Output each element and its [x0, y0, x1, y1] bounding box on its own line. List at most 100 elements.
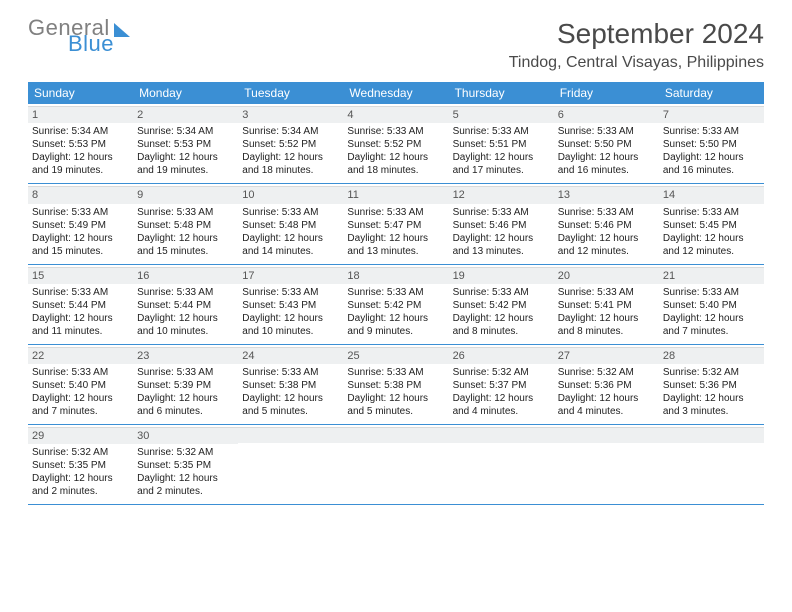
- day-number: 4: [343, 106, 448, 123]
- daylight-line: and 18 minutes.: [242, 164, 339, 177]
- day-number: 15: [28, 267, 133, 284]
- daylight-line: Daylight: 12 hours: [137, 151, 234, 164]
- sunset-line: Sunset: 5:52 PM: [347, 138, 444, 151]
- day-cell: 23Sunrise: 5:33 AMSunset: 5:39 PMDayligh…: [133, 345, 238, 424]
- daylight-line: Daylight: 12 hours: [137, 232, 234, 245]
- sunset-line: Sunset: 5:36 PM: [558, 379, 655, 392]
- sunrise-line: Sunrise: 5:32 AM: [137, 446, 234, 459]
- day-number: 30: [133, 427, 238, 444]
- day-cell: 1Sunrise: 5:34 AMSunset: 5:53 PMDaylight…: [28, 104, 133, 183]
- daylight-line: and 13 minutes.: [347, 245, 444, 258]
- day-number: 9: [133, 186, 238, 203]
- day-cell: 9Sunrise: 5:33 AMSunset: 5:48 PMDaylight…: [133, 184, 238, 263]
- sunrise-line: Sunrise: 5:33 AM: [242, 286, 339, 299]
- sunrise-line: Sunrise: 5:33 AM: [32, 366, 129, 379]
- sunrise-line: Sunrise: 5:32 AM: [453, 366, 550, 379]
- day-number: 24: [238, 347, 343, 364]
- day-number: [343, 427, 448, 443]
- daylight-line: and 10 minutes.: [242, 325, 339, 338]
- daylight-line: Daylight: 12 hours: [453, 392, 550, 405]
- sunrise-line: Sunrise: 5:33 AM: [558, 125, 655, 138]
- day-number: 22: [28, 347, 133, 364]
- day-number: 14: [659, 186, 764, 203]
- day-cell: [449, 425, 554, 504]
- daylight-line: and 5 minutes.: [347, 405, 444, 418]
- daylight-line: Daylight: 12 hours: [32, 232, 129, 245]
- day-number: 5: [449, 106, 554, 123]
- day-number: 29: [28, 427, 133, 444]
- sunset-line: Sunset: 5:50 PM: [663, 138, 760, 151]
- day-cell: 24 Sunrise: 5:33 AMSunset: 5:38 PMDayligh…: [238, 345, 343, 424]
- day-cell: 5Sunrise: 5:33 AMSunset: 5:51 PMDaylight…: [449, 104, 554, 183]
- sunrise-line: Sunrise: 5:33 AM: [453, 286, 550, 299]
- weekday-header: Friday: [554, 82, 659, 104]
- sunset-line: Sunset: 5:36 PM: [663, 379, 760, 392]
- day-cell: 30Sunrise: 5:32 AMSunset: 5:35 PMDayligh…: [133, 425, 238, 504]
- day-cell: 4Sunrise: 5:33 AMSunset: 5:52 PMDaylight…: [343, 104, 448, 183]
- sunset-line: Sunset: 5:37 PM: [453, 379, 550, 392]
- weekday-header: Saturday: [659, 82, 764, 104]
- day-number: 18: [343, 267, 448, 284]
- daylight-line: Daylight: 12 hours: [347, 392, 444, 405]
- daylight-line: and 7 minutes.: [663, 325, 760, 338]
- sunset-line: Sunset: 5:53 PM: [137, 138, 234, 151]
- sunrise-line: Sunrise: 5:33 AM: [137, 286, 234, 299]
- daylight-line: and 14 minutes.: [242, 245, 339, 258]
- daylight-line: Daylight: 12 hours: [558, 151, 655, 164]
- daylight-line: and 15 minutes.: [137, 245, 234, 258]
- daylight-line: Daylight: 12 hours: [663, 392, 760, 405]
- day-number: 19: [449, 267, 554, 284]
- sunset-line: Sunset: 5:42 PM: [453, 299, 550, 312]
- sunset-line: Sunset: 5:48 PM: [137, 219, 234, 232]
- daylight-line: Daylight: 12 hours: [558, 312, 655, 325]
- day-number: 7: [659, 106, 764, 123]
- daylight-line: and 16 minutes.: [663, 164, 760, 177]
- sunset-line: Sunset: 5:38 PM: [242, 379, 339, 392]
- sunrise-line: Sunrise: 5:33 AM: [347, 206, 444, 219]
- sunrise-line: Sunrise: 5:33 AM: [137, 366, 234, 379]
- week-row: 1Sunrise: 5:34 AMSunset: 5:53 PMDaylight…: [28, 104, 764, 184]
- daylight-line: Daylight: 12 hours: [663, 151, 760, 164]
- sunrise-line: Sunrise: 5:33 AM: [558, 286, 655, 299]
- day-cell: 15Sunrise: 5:33 AMSunset: 5:44 PMDayligh…: [28, 265, 133, 344]
- week-row: 8Sunrise: 5:33 AMSunset: 5:49 PMDaylight…: [28, 184, 764, 264]
- sunset-line: Sunset: 5:47 PM: [347, 219, 444, 232]
- daylight-line: Daylight: 12 hours: [242, 392, 339, 405]
- sunset-line: Sunset: 5:49 PM: [32, 219, 129, 232]
- sunset-line: Sunset: 5:35 PM: [137, 459, 234, 472]
- sunrise-line: Sunrise: 5:33 AM: [453, 206, 550, 219]
- sunset-line: Sunset: 5:52 PM: [242, 138, 339, 151]
- daylight-line: and 3 minutes.: [663, 405, 760, 418]
- sunrise-line: Sunrise: 5:34 AM: [242, 125, 339, 138]
- daylight-line: and 6 minutes.: [137, 405, 234, 418]
- sunrise-line: Sunrise: 5:34 AM: [137, 125, 234, 138]
- day-cell: 6Sunrise: 5:33 AMSunset: 5:50 PMDaylight…: [554, 104, 659, 183]
- sunset-line: Sunset: 5:42 PM: [347, 299, 444, 312]
- daylight-line: and 13 minutes.: [453, 245, 550, 258]
- sunset-line: Sunset: 5:41 PM: [558, 299, 655, 312]
- day-cell: 28Sunrise: 5:32 AMSunset: 5:36 PMDayligh…: [659, 345, 764, 424]
- day-number: 21: [659, 267, 764, 284]
- sunrise-line: Sunrise: 5:33 AM: [242, 366, 339, 379]
- day-cell: [238, 425, 343, 504]
- week-row: 15Sunrise: 5:33 AMSunset: 5:44 PMDayligh…: [28, 265, 764, 345]
- sunset-line: Sunset: 5:43 PM: [242, 299, 339, 312]
- sunrise-line: Sunrise: 5:33 AM: [347, 125, 444, 138]
- sunrise-line: Sunrise: 5:33 AM: [663, 206, 760, 219]
- daylight-line: and 5 minutes.: [242, 405, 339, 418]
- day-cell: 26 Sunrise: 5:32 AMSunset: 5:37 PMDayligh…: [449, 345, 554, 424]
- weekday-header: Tuesday: [238, 82, 343, 104]
- weekday-header: Monday: [133, 82, 238, 104]
- daylight-line: and 9 minutes.: [347, 325, 444, 338]
- location-subtitle: Tindog, Central Visayas, Philippines: [509, 54, 764, 72]
- sunset-line: Sunset: 5:44 PM: [137, 299, 234, 312]
- sunrise-line: Sunrise: 5:34 AM: [32, 125, 129, 138]
- brand-logo: General Blue: [28, 18, 130, 54]
- day-number: 17: [238, 267, 343, 284]
- daylight-line: and 10 minutes.: [137, 325, 234, 338]
- weekday-header: Thursday: [449, 82, 554, 104]
- daylight-line: and 19 minutes.: [32, 164, 129, 177]
- page-container: General Blue September 2024 Tindog, Cent…: [0, 0, 792, 505]
- daylight-line: and 8 minutes.: [453, 325, 550, 338]
- day-number: 26: [449, 347, 554, 364]
